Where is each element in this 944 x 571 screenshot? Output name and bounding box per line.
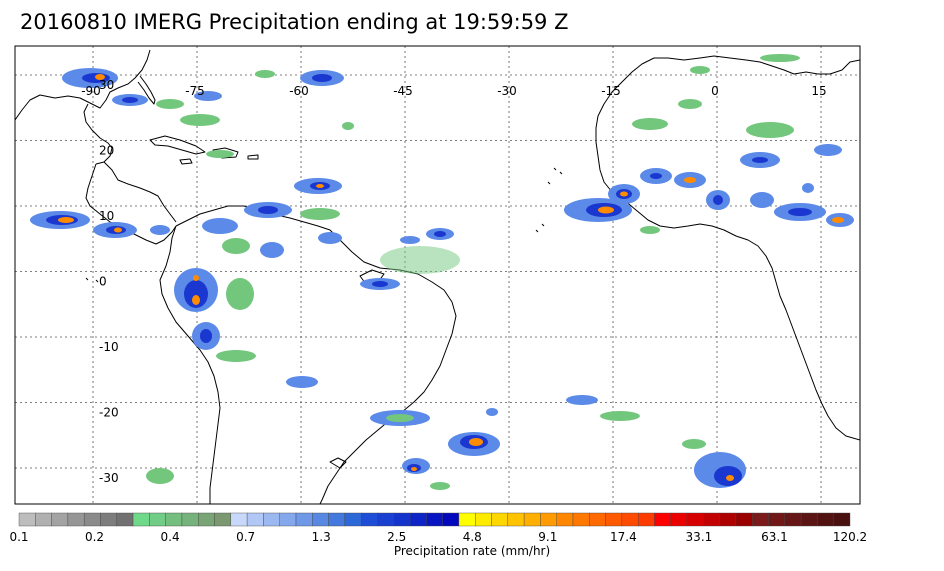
- colorbar-swatch: [328, 512, 346, 527]
- longitude-label: -45: [393, 84, 413, 98]
- map-frame: [14, 45, 861, 505]
- colorbar-swatch: [670, 512, 688, 527]
- colorbar-swatch: [605, 512, 623, 527]
- colorbar-swatch: [83, 512, 101, 527]
- colorbar: [18, 512, 851, 527]
- colorbar-swatch: [149, 512, 166, 527]
- colorbar-swatch: [132, 512, 150, 527]
- graticule: [15, 46, 860, 504]
- longitude-label: -15: [601, 84, 621, 98]
- colorbar-tick-label: 9.1: [538, 530, 558, 544]
- map-title: 20160810 IMERG Precipitation ending at 1…: [20, 10, 569, 34]
- colorbar-swatch: [833, 512, 851, 527]
- colorbar-swatch: [344, 512, 362, 527]
- colorbar-tick-label: 120.2: [832, 530, 868, 544]
- colorbar-swatch: [458, 512, 476, 527]
- colorbar-swatch: [491, 512, 509, 527]
- colorbar-swatch: [817, 512, 834, 527]
- colorbar-swatch: [686, 512, 704, 527]
- colorbar-swatch: [735, 512, 753, 527]
- colorbar-swatch: [263, 512, 280, 527]
- colorbar-swatch: [572, 512, 590, 527]
- colorbar-swatch: [507, 512, 525, 527]
- colorbar-swatch: [654, 512, 671, 527]
- latitude-label: -20: [99, 406, 119, 420]
- colorbar-swatch: [116, 512, 134, 527]
- colorbar-swatch: [393, 512, 411, 527]
- colorbar-tick-label: 0.1: [9, 530, 29, 544]
- colorbar-swatch: [100, 512, 117, 527]
- colorbar-tick-label: 63.1: [761, 530, 788, 544]
- colorbar-swatch: [556, 512, 574, 527]
- colorbar-swatch: [181, 512, 199, 527]
- colorbar-swatch: [703, 512, 720, 527]
- colorbar-tick-label: 33.1: [685, 530, 713, 544]
- colorbar-swatch: [279, 512, 297, 527]
- colorbar-swatch: [768, 512, 786, 527]
- latitude-label: 10: [99, 209, 114, 223]
- colorbar-tick-label: 2.5: [387, 530, 407, 544]
- coastlines: [15, 49, 860, 504]
- colorbar-tick-label: 1.3: [311, 530, 331, 544]
- longitude-label: 0: [711, 84, 719, 98]
- colorbar-swatch: [51, 512, 69, 527]
- colorbar-swatch: [377, 512, 394, 527]
- latitude-label: 0: [99, 275, 107, 289]
- colorbar-tick-label: 17.4: [610, 530, 637, 544]
- colorbar-tick-label: 0.4: [160, 530, 180, 544]
- colorbar-swatch: [621, 512, 639, 527]
- map-background: [15, 46, 860, 504]
- colorbar-label: Precipitation rate (mm/hr): [393, 544, 551, 558]
- longitude-label: -30: [497, 84, 517, 98]
- colorbar-swatch: [360, 512, 378, 527]
- colorbar-swatch: [35, 512, 52, 527]
- colorbar-swatch: [312, 512, 329, 527]
- colorbar-swatch: [523, 512, 541, 527]
- colorbar-tick-label: 4.8: [462, 530, 482, 544]
- colorbar-swatch: [800, 512, 818, 527]
- colorbar-swatch: [589, 512, 606, 527]
- colorbar-swatch: [246, 512, 264, 527]
- colorbar-swatch: [442, 512, 460, 527]
- colorbar-swatch: [752, 512, 769, 527]
- colorbar-swatch: [719, 512, 737, 527]
- colorbar-swatch: [784, 512, 802, 527]
- longitude-label: -60: [289, 84, 309, 98]
- longitude-label: -90: [81, 84, 101, 98]
- colorbar-swatch: [214, 512, 232, 527]
- colorbar-tick-label: 0.7: [236, 530, 256, 544]
- precipitation-field: [30, 54, 854, 490]
- latitude-label: 30: [99, 78, 114, 92]
- latitude-label: -30: [99, 471, 119, 485]
- colorbar-swatch: [637, 512, 655, 527]
- longitude-label: 15: [811, 84, 826, 98]
- latitude-label: 20: [99, 144, 114, 158]
- longitude-label: -75: [185, 84, 205, 98]
- colorbar-swatch: [67, 512, 85, 527]
- colorbar-swatch: [198, 512, 215, 527]
- colorbar-swatch: [409, 512, 427, 527]
- colorbar-swatch: [540, 512, 557, 527]
- colorbar-swatch: [18, 512, 36, 527]
- colorbar-swatch: [165, 512, 183, 527]
- colorbar-swatch: [295, 512, 313, 527]
- latitude-label: -10: [99, 340, 119, 354]
- axis-labels: -90 -75 -60 -45 -30 -15 0 15 30 20 10 0 -10 -20 -30: [81, 78, 826, 485]
- colorbar-tick-label: 0.2: [84, 530, 105, 544]
- colorbar-swatch: [475, 512, 492, 527]
- colorbar-swatch: [426, 512, 443, 527]
- colorbar-swatch: [230, 512, 248, 527]
